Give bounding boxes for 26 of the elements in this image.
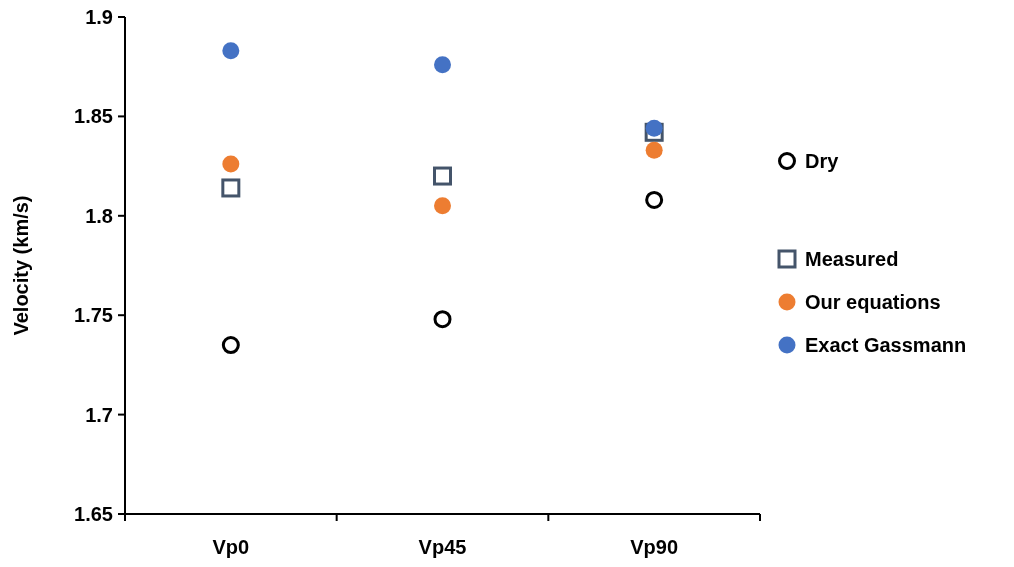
y-tick-label: 1.8 <box>85 204 113 227</box>
point <box>645 190 664 209</box>
point <box>222 42 240 60</box>
point <box>433 166 452 186</box>
y-tick-label: 1.75 <box>74 304 113 327</box>
y-tick-label: 1.85 <box>74 105 113 128</box>
y-axis-title: Velocity (km/s) <box>10 195 32 336</box>
y-tick-label: 1.65 <box>74 503 113 525</box>
x-tick-label: Vp0 <box>212 536 250 558</box>
point <box>222 155 240 173</box>
point <box>645 141 663 159</box>
y-tick-label: 1.7 <box>85 403 113 426</box>
legend-label: Measured <box>805 248 899 270</box>
point <box>433 310 452 329</box>
point <box>221 178 241 198</box>
point <box>434 197 451 215</box>
point <box>221 336 240 355</box>
x-tick-label: Vp45 <box>418 536 467 558</box>
legend-label: Exact Gassmann <box>805 334 967 356</box>
legend-label: Our equations <box>805 291 941 313</box>
point <box>644 122 664 142</box>
x-tick-label: Vp90 <box>630 536 679 558</box>
legend-label: Dry <box>805 150 840 172</box>
point <box>434 56 451 74</box>
y-tick-label: 1.9 <box>85 6 113 28</box>
point <box>645 119 663 137</box>
